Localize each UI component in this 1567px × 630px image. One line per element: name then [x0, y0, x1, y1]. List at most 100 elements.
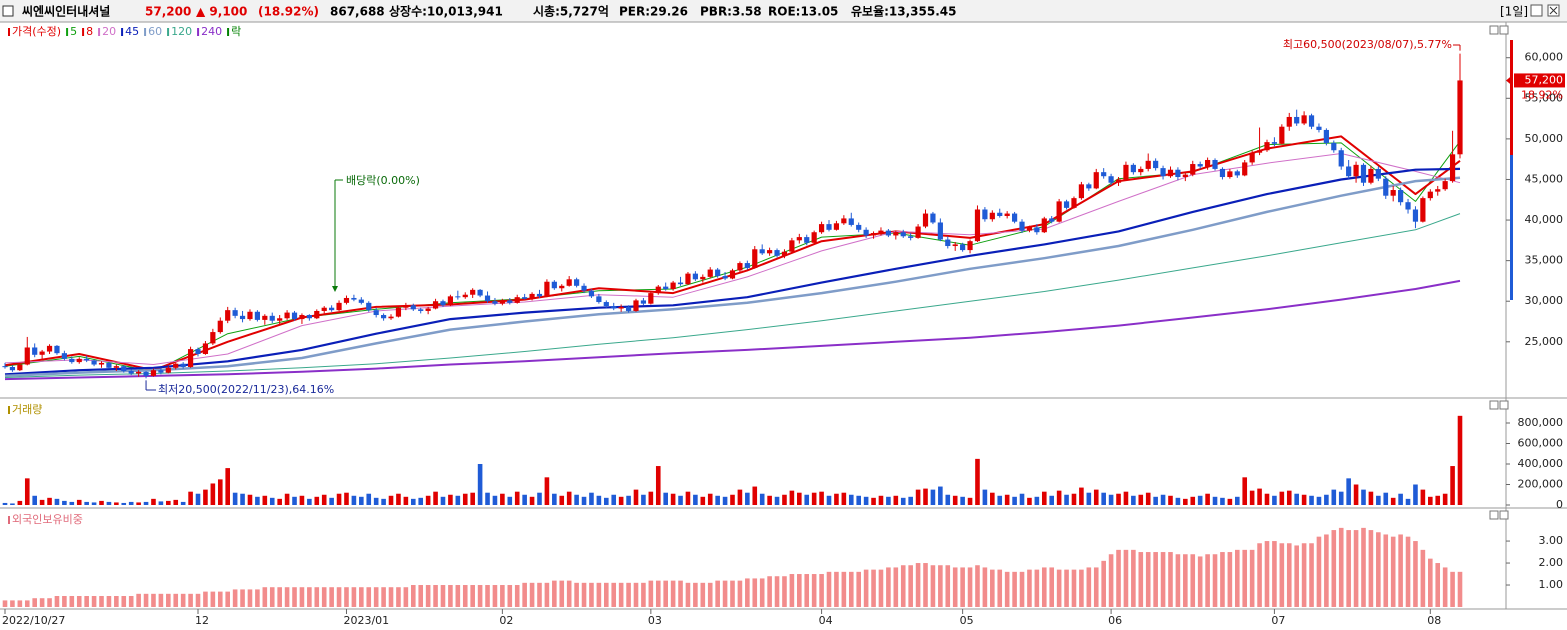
candle-body: [1457, 80, 1463, 155]
bar: [945, 494, 951, 505]
bar: [952, 567, 958, 607]
bar: [1160, 494, 1166, 505]
bar: [470, 585, 475, 607]
bar: [359, 496, 364, 505]
bar: [1257, 488, 1262, 505]
candle-body: [128, 371, 134, 374]
candle-body: [1078, 184, 1085, 199]
bar: [1376, 495, 1381, 505]
last-change-label: 18.92%: [1521, 88, 1563, 101]
bar: [292, 587, 297, 607]
y-tick-label: 0: [1556, 498, 1563, 511]
bar: [841, 571, 847, 607]
bar: [1279, 543, 1285, 607]
bar: [633, 489, 639, 505]
candle-body: [930, 213, 936, 223]
bar: [685, 582, 691, 607]
candle-body: [922, 213, 929, 227]
bar: [403, 496, 409, 505]
window-button[interactable]: [1530, 4, 1543, 17]
x-tick-label: 07: [1271, 614, 1285, 627]
bar: [967, 567, 973, 607]
bar: [782, 494, 787, 505]
candle-body: [76, 358, 82, 363]
panel-button[interactable]: [1499, 400, 1509, 410]
bar: [678, 580, 683, 607]
bar: [745, 492, 750, 505]
bar: [180, 501, 186, 505]
candle-body: [366, 302, 372, 311]
bar: [1398, 493, 1403, 505]
panel-button[interactable]: [1489, 510, 1499, 520]
dividend-arrow: [332, 286, 338, 292]
bar: [967, 497, 973, 505]
candle-body: [796, 237, 802, 241]
bar: [1205, 493, 1210, 505]
bar: [106, 596, 112, 607]
candle-body: [1353, 164, 1359, 177]
bar: [1108, 494, 1114, 505]
x-tick-label: 2022/10/27: [2, 614, 65, 627]
candle-body: [863, 229, 869, 236]
bar: [269, 587, 275, 607]
bar: [351, 495, 357, 505]
bar: [1361, 527, 1366, 607]
bar: [1168, 552, 1173, 607]
cap: 시총:5,727억: [533, 4, 609, 19]
candle-body: [811, 232, 817, 243]
bar: [707, 493, 713, 505]
candle-body: [1279, 126, 1285, 144]
stock-name: 씨엔씨인터내셔널: [22, 4, 110, 19]
candle-body: [908, 236, 914, 238]
candle-body: [1405, 202, 1411, 210]
candle-body: [1011, 213, 1018, 222]
bar: [321, 494, 327, 505]
checkbox[interactable]: [2, 5, 14, 17]
candle-body: [291, 312, 298, 320]
panel-button[interactable]: [1489, 400, 1499, 410]
last-price-label: 57,200: [1525, 73, 1564, 86]
candle-body: [700, 276, 706, 280]
candle-body: [84, 358, 90, 361]
candle-body: [952, 244, 958, 247]
legend-label: 60: [148, 25, 162, 38]
panel-button[interactable]: [1489, 25, 1499, 35]
bar: [663, 580, 668, 607]
bar: [1183, 498, 1188, 505]
bar: [314, 587, 320, 607]
bar: [552, 580, 557, 607]
bar: [737, 580, 743, 607]
panel-button[interactable]: [1499, 510, 1509, 520]
period[interactable]: [1일]: [1500, 5, 1528, 19]
candle-body: [254, 311, 260, 320]
candle-body: [1271, 142, 1278, 144]
legend-swatch: [197, 28, 200, 36]
bar: [1108, 554, 1114, 607]
bar: [514, 585, 520, 607]
bar: [1242, 477, 1248, 505]
candle-body: [173, 363, 179, 368]
candle-body: [960, 244, 966, 251]
bar: [114, 502, 119, 505]
x-tick-label: 03: [648, 614, 662, 627]
candle-body: [804, 237, 810, 243]
bar: [1331, 530, 1337, 607]
bar: [752, 486, 758, 505]
candle-body: [648, 293, 654, 304]
bar: [195, 593, 201, 607]
bar: [1257, 543, 1262, 607]
bar: [886, 496, 891, 505]
bar: [1145, 552, 1151, 607]
bar: [1056, 569, 1062, 607]
bar: [321, 587, 327, 607]
bar: [433, 491, 438, 505]
candle-body: [544, 281, 550, 297]
candle-body: [841, 218, 847, 224]
bar: [1442, 493, 1448, 505]
bar: [166, 500, 171, 505]
panel-button[interactable]: [1499, 25, 1509, 35]
bar: [559, 580, 565, 607]
candle-body: [789, 240, 795, 252]
bar: [418, 585, 424, 607]
bar: [878, 569, 884, 607]
